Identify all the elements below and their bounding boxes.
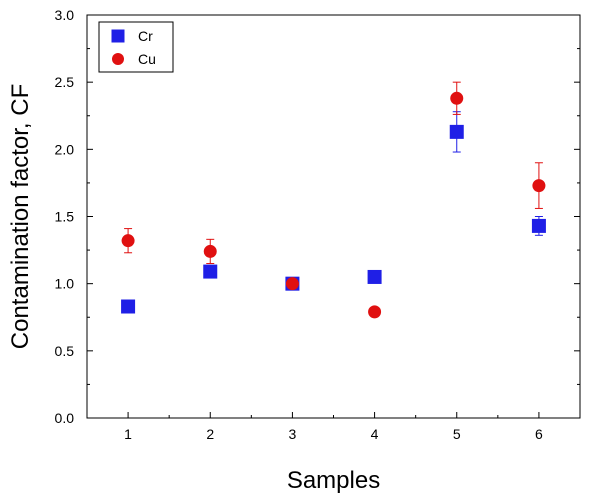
legend-marker-cu — [112, 53, 124, 65]
y-tick-label: 2.5 — [55, 74, 75, 90]
cr-point — [449, 124, 464, 139]
y-tick-label: 1.5 — [55, 209, 75, 225]
y-axis-ticks: 0.0 0.5 1.0 1.5 2.0 2.5 3.0 — [55, 7, 580, 426]
cr-point — [121, 299, 136, 314]
legend: Cr Cu — [98, 21, 174, 73]
errorbar-layer — [124, 81, 543, 265]
cu-point — [450, 91, 464, 105]
legend-marker-cr — [111, 29, 125, 43]
y-tick-label: 3.0 — [55, 7, 75, 23]
x-tick-label: 4 — [371, 426, 379, 442]
x-axis-title: Samples — [287, 467, 380, 494]
legend-label-cr: Cr — [138, 28, 153, 44]
cu-point — [532, 179, 546, 193]
x-tick-label: 6 — [535, 426, 543, 442]
x-tick-label: 5 — [453, 426, 461, 442]
plot-area-frame — [86, 14, 581, 419]
y-tick-label: 0.0 — [55, 410, 75, 426]
legend-label-cu: Cu — [138, 51, 156, 67]
cu-point — [285, 277, 299, 291]
cu-point — [203, 244, 217, 258]
y-tick-label: 2.0 — [55, 141, 75, 157]
marker-layer — [121, 91, 546, 319]
cu-point — [121, 234, 135, 248]
x-tick-label: 2 — [206, 426, 214, 442]
cr-point — [203, 264, 218, 279]
x-tick-label: 1 — [124, 426, 132, 442]
y-axis-title: Contamination factor, CF — [7, 84, 34, 349]
y-tick-label: 1.0 — [55, 276, 75, 292]
y-tick-label: 0.5 — [55, 343, 75, 359]
cr-point — [367, 269, 382, 284]
cu-point — [368, 305, 382, 319]
x-tick-label: 3 — [289, 426, 297, 442]
legend-box — [98, 21, 174, 73]
x-axis-ticks: 1 2 3 4 5 6 — [124, 412, 543, 442]
cr-point — [531, 218, 546, 233]
